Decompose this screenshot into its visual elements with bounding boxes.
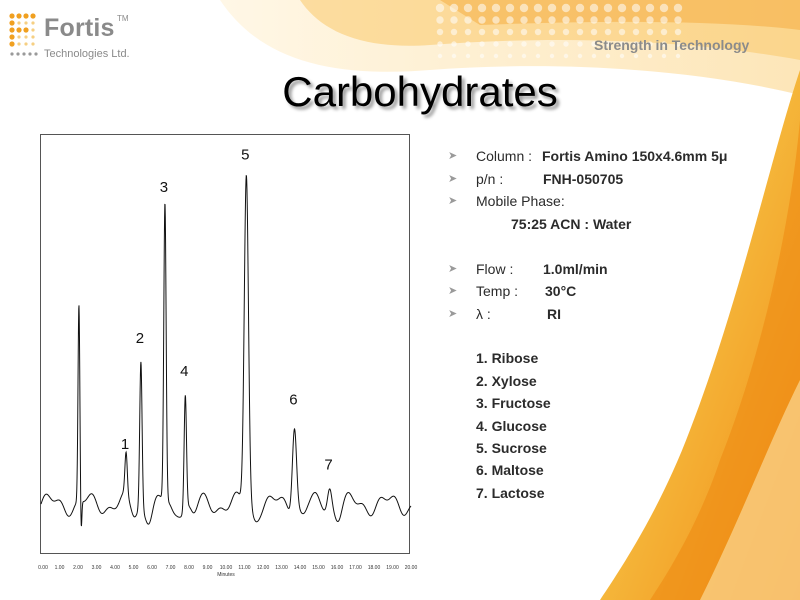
pn-value: FNH-050705: [543, 171, 624, 187]
mobile-phase-value: 75:25 ACN : Water: [511, 216, 632, 232]
lambda-value: RI: [547, 306, 561, 322]
x-tick-label: 0.00: [38, 565, 48, 571]
x-tick-label: 14.00: [294, 565, 307, 571]
peak-label: 5: [241, 147, 249, 164]
peak-label: 2: [136, 330, 144, 347]
tagline: Strength in Technology: [594, 37, 750, 53]
x-tick-label: 19.00: [386, 565, 399, 571]
x-tick-label: 10.00: [220, 565, 233, 571]
x-tick-label: 17.00: [349, 565, 362, 571]
arrow-bullet-icon: ➤: [448, 150, 458, 162]
logo-trademark: TM: [117, 14, 129, 23]
x-tick-label: 4.00: [110, 565, 120, 571]
compound-item: 2. Xylose: [476, 373, 537, 389]
lambda-label: λ :: [476, 306, 491, 322]
x-tick-label: 18.00: [368, 565, 381, 571]
x-tick-label: 1.00: [55, 565, 65, 571]
compound-item: 4. Glucose: [476, 418, 547, 434]
x-tick-label: 11.00: [238, 565, 250, 571]
x-tick-label: 15.00: [312, 565, 325, 571]
peak-label: 1: [121, 436, 129, 453]
logo-name: Fortis: [44, 14, 115, 42]
compound-item: 6. Maltose: [476, 462, 544, 478]
pn-label: p/n :: [476, 171, 504, 187]
flow-label: Flow :: [476, 261, 514, 277]
arrow-bullet-icon: ➤: [448, 173, 458, 185]
temp-value: 30°C: [545, 283, 577, 299]
temp-label: Temp :: [476, 283, 519, 299]
flow-value: 1.0ml/min: [543, 261, 608, 277]
x-tick-label: 8.00: [184, 565, 194, 571]
x-tick-label: 3.00: [92, 565, 102, 571]
peak-label: 6: [289, 391, 297, 408]
x-axis-label: Minutes: [217, 572, 235, 578]
slide-title: Carbohydrates: [282, 68, 558, 115]
column-label: Column :: [476, 148, 533, 164]
mobile-phase-label: Mobile Phase:: [476, 193, 565, 209]
x-tick-label: 5.00: [129, 565, 139, 571]
logo-subtitle: Technologies Ltd.: [44, 48, 130, 60]
chromatogram-trace: [40, 175, 412, 527]
x-tick-label: 12.00: [257, 565, 270, 571]
x-tick-label: 2.00: [73, 565, 83, 571]
arrow-bullet-icon: ➤: [448, 308, 458, 320]
x-tick-label: 7.00: [166, 565, 176, 571]
arrow-bullet-icon: ➤: [448, 195, 458, 207]
x-tick-label: 9.00: [203, 565, 213, 571]
compound-item: 7. Lactose: [476, 485, 545, 501]
compound-item: 3. Fructose: [476, 395, 551, 411]
company-logo: Fortis TM Technologies Ltd.: [8, 12, 148, 64]
chromatogram-chart: 1 2 3 4 5 6 7 0.00 1.00 2.00 3.00 4.00 5.00 6.00 7.00 8…: [38, 134, 417, 578]
x-tick-label: 6.00: [147, 565, 157, 571]
compound-item: 1. Ribose: [476, 350, 539, 366]
arrow-bullet-icon: ➤: [448, 285, 458, 297]
peak-label: 7: [324, 457, 332, 474]
x-tick-label: 13.00: [275, 565, 288, 571]
x-tick-label: 16.00: [331, 565, 344, 571]
chromatogram-plot: 1 2 3 4 5 6 7 0.00 1.00 2.00 3.00 4.00 5.00 6.00 7.00 8…: [38, 147, 417, 578]
peak-label: 4: [180, 363, 188, 380]
arrow-bullet-icon: ➤: [448, 263, 458, 275]
compound-item: 5. Sucrose: [476, 440, 547, 456]
peak-label: 3: [160, 179, 168, 196]
x-tick-label: 20.00: [405, 565, 418, 571]
dot-grid-logo-icon: [9, 13, 38, 56]
column-value: Fortis Amino 150x4.6mm 5μ: [542, 148, 728, 164]
